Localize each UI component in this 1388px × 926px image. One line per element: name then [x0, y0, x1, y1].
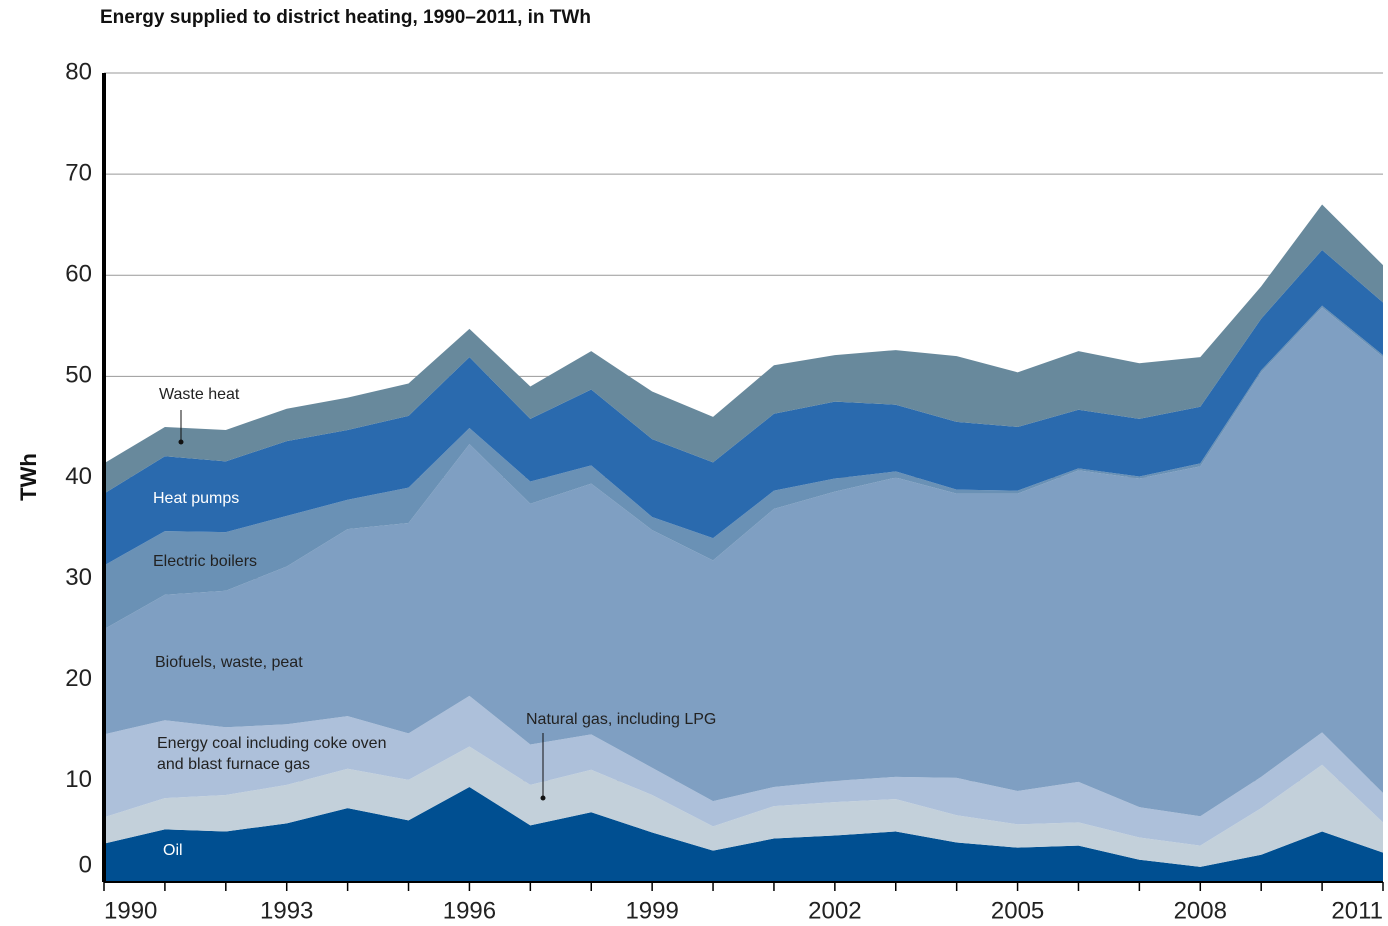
area: [104, 786, 1383, 882]
x-tick-label: 1990: [104, 897, 157, 924]
series-label: Electric boilers: [153, 553, 258, 570]
y-tick-label: 60: [65, 261, 92, 288]
y-tick-label: 10: [65, 766, 92, 793]
x-tick-label: 1996: [443, 897, 496, 924]
area: [104, 204, 1383, 494]
y-tick-label: 70: [65, 159, 92, 186]
series-label: Natural gas, including LPG: [526, 711, 717, 728]
y-tick-label: 40: [65, 463, 92, 490]
series-label: Heat pumps: [153, 490, 240, 507]
x-tick-label: 2005: [991, 897, 1044, 924]
y-tick-label: 80: [65, 58, 92, 85]
series-label: Biofuels, waste, peat: [155, 654, 303, 671]
series-label: Waste heat: [159, 386, 240, 403]
y-tick-label: 50: [65, 362, 92, 389]
x-tick-label: 2002: [808, 897, 861, 924]
area: [104, 249, 1383, 566]
y-axis-label: TWh: [16, 453, 41, 501]
series-label: Oil: [163, 842, 183, 859]
area: [104, 695, 1383, 846]
y-tick-label: 0: [79, 851, 92, 878]
x-tick-label: 1999: [625, 897, 678, 924]
x-tick-label: 2008: [1174, 897, 1227, 924]
series-label: Energy coal including coke oven and blas…: [157, 735, 387, 773]
leader-dot: [178, 439, 184, 445]
chart-title: Energy supplied to district heating, 199…: [100, 7, 591, 28]
y-tick-label: 30: [65, 564, 92, 591]
area: [104, 746, 1383, 867]
x-tick-label: 2011: [1331, 897, 1383, 924]
area: [104, 307, 1383, 817]
x-tick-label: 1993: [260, 897, 313, 924]
leader-dot: [540, 795, 546, 801]
y-tick-label: 20: [65, 665, 92, 692]
